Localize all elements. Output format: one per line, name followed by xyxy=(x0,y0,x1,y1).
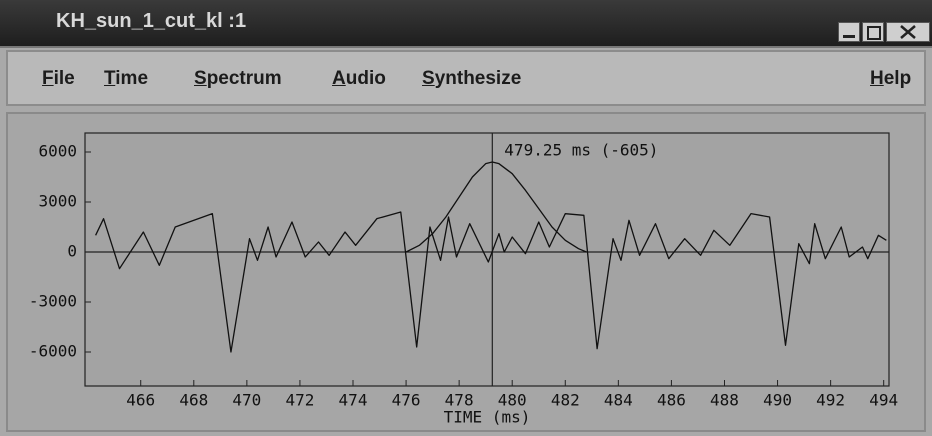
maximize-button[interactable] xyxy=(862,22,884,42)
waveform-line xyxy=(95,211,887,353)
x-tick-label: 494 xyxy=(869,391,898,410)
y-tick-label: -3000 xyxy=(29,292,77,311)
menu-item[interactable]: Audio xyxy=(332,68,386,89)
y-tick-label: 6000 xyxy=(38,142,77,161)
menu-item[interactable]: Help xyxy=(870,68,912,89)
x-tick-label: 486 xyxy=(657,391,686,410)
title-bar: KH_sun_1_cut_kl :1 xyxy=(0,0,932,48)
y-tick-label: -6000 xyxy=(29,342,77,361)
menu-item[interactable]: Synthesize xyxy=(422,68,522,89)
x-tick-label: 474 xyxy=(339,391,368,410)
x-axis-label: TIME (ms) xyxy=(444,408,531,427)
x-tick-label: 476 xyxy=(392,391,421,410)
menu-bar: File Time Spectrum Audio Synthesize Help xyxy=(6,50,926,106)
menu-item[interactable]: File xyxy=(42,68,75,89)
minimize-button[interactable] xyxy=(838,22,860,42)
window-title: KH_sun_1_cut_kl :1 xyxy=(56,10,247,32)
y-tick-label: 0 xyxy=(67,242,77,261)
x-tick-label: 478 xyxy=(445,391,474,410)
close-icon xyxy=(900,25,916,39)
x-tick-label: 470 xyxy=(232,391,261,410)
x-tick-label: 490 xyxy=(763,391,792,410)
cursor-label: 479.25 ms (-605) xyxy=(504,141,658,160)
x-tick-label: 472 xyxy=(285,391,314,410)
waveform-line xyxy=(405,161,587,253)
y-tick-label: 3000 xyxy=(38,192,77,211)
x-tick-label: 466 xyxy=(126,391,155,410)
menu-item[interactable]: Time xyxy=(104,68,149,89)
x-tick-label: 484 xyxy=(604,391,633,410)
x-tick-label: 492 xyxy=(816,391,845,410)
menu-item[interactable]: Spectrum xyxy=(194,68,282,89)
x-tick-label: 480 xyxy=(498,391,527,410)
x-tick-label: 468 xyxy=(179,391,208,410)
x-tick-label: 488 xyxy=(710,391,739,410)
x-tick-label: 482 xyxy=(551,391,580,410)
close-button[interactable] xyxy=(886,22,930,42)
